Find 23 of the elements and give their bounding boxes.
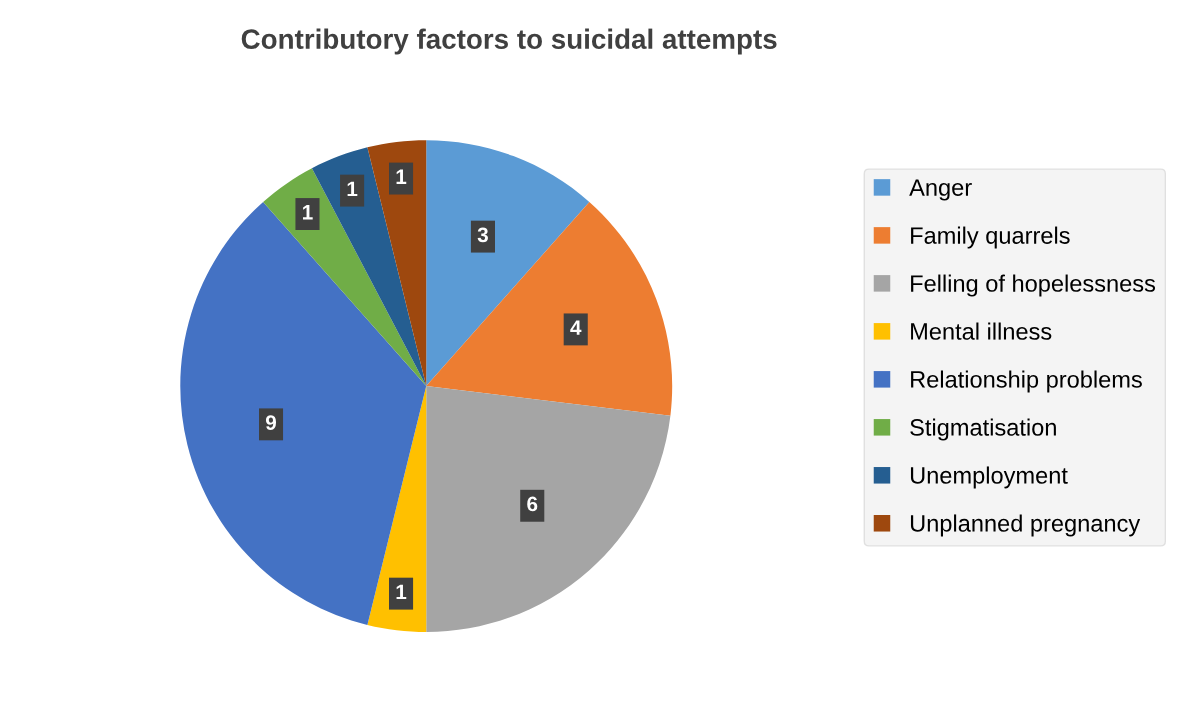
legend-label: Anger [909,179,972,201]
data-label: 1 [396,169,407,184]
data-label: 3 [477,227,488,243]
legend-label: Unplanned pregnancy [910,514,1141,537]
legend-label: Relationship problems [911,370,1142,393]
data-label: 1 [303,205,313,220]
pie-slice [426,202,673,416]
pie-slice [426,386,671,633]
legend-label: Family quarrels [911,226,1070,249]
legend-label: Stigmatisation [910,418,1056,441]
data-label: 1 [396,584,407,600]
legend-label: Felling of hopelessness [911,274,1156,297]
pie-slice [367,386,427,633]
pie-slice [426,140,590,387]
legend-label: Mental illness [911,322,1052,340]
pie-slice [311,147,427,387]
data-label: 6 [527,496,538,512]
data-label: 4 [570,320,582,335]
chart-title: Contributory factors to suicidal attempts [241,28,777,55]
data-label: 9 [265,415,277,430]
legend-label: Unemployment [910,466,1068,489]
pie-slice [180,202,427,625]
data-label: 1 [347,181,358,197]
